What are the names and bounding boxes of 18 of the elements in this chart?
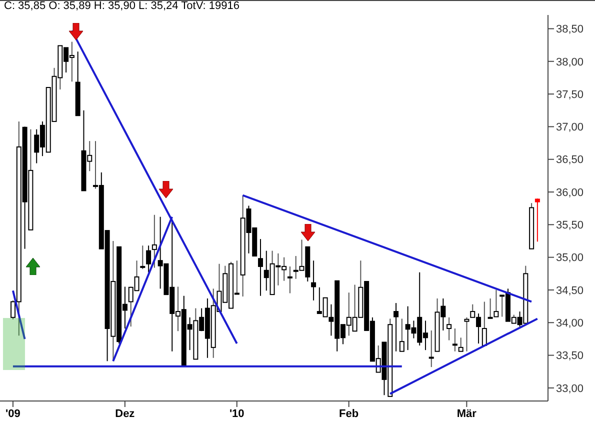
- y-tick-label: 37,00: [556, 122, 584, 134]
- y-tick-label: 34,00: [556, 318, 584, 330]
- y-tick-label: 35,50: [556, 220, 584, 232]
- y-tick-label: 33,50: [556, 350, 584, 362]
- x-tick-label: Mär: [456, 408, 478, 420]
- x-tick-label: Dez: [115, 408, 136, 420]
- y-tick-label: 38,50: [556, 24, 584, 36]
- y-tick-label: 36,00: [556, 186, 584, 199]
- y-tick-label: 37,50: [556, 88, 584, 101]
- x-tick-label: '09: [6, 408, 20, 420]
- x-tick-label: Feb: [339, 408, 359, 420]
- y-tick-label: 35,00: [556, 252, 584, 264]
- y-tick-label: 38,00: [556, 56, 584, 68]
- x-tick-label: '10: [229, 408, 244, 420]
- chart-title: C: 35,85 O: 35,89 H: 35,90 L: 35,24 TotV: 19916: [4, 0, 240, 12]
- y-tick-label: 33,00: [556, 382, 584, 395]
- y-tick-label: 36,50: [556, 154, 584, 166]
- y-tick-label: 34,50: [556, 284, 584, 297]
